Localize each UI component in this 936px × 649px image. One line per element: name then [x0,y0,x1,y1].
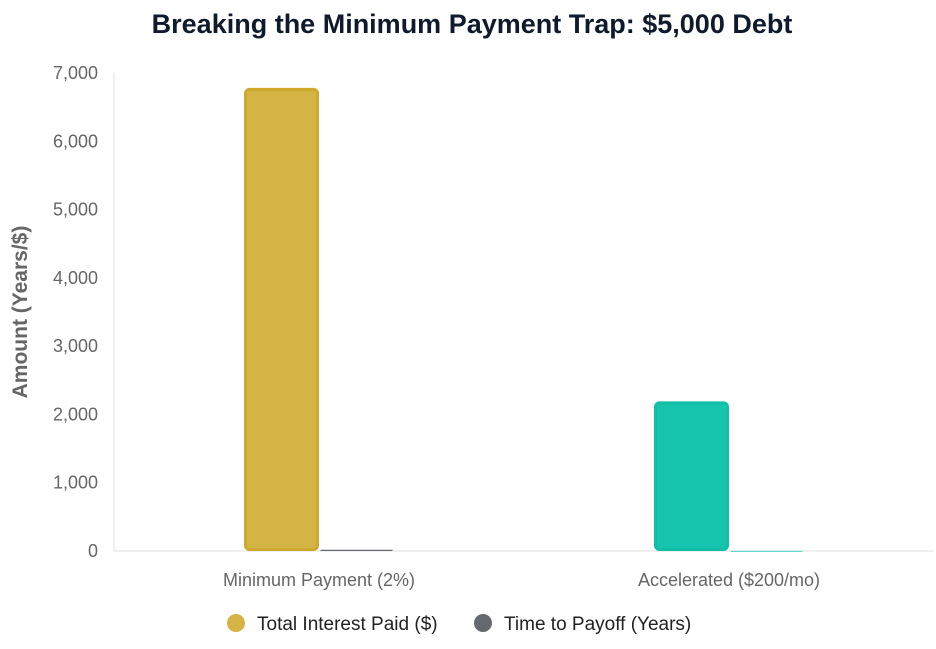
y-tick-label: 7,000 [53,63,98,83]
x-tick-label: Accelerated ($200/mo) [638,570,820,590]
y-axis-label: Amount (Years/$) [9,226,32,399]
bar-total-interest [244,87,319,551]
bar-total-interest [654,401,729,551]
legend: Total Interest Paid ($) Time to Payoff (Y… [227,614,691,635]
y-tick-label: 5,000 [53,200,98,220]
bar-time-to-payoff [730,550,803,552]
y-tick-label: 6,000 [53,131,98,151]
y-tick-label: 2,000 [53,404,98,424]
y-tick-label: 4,000 [53,268,98,288]
x-tick-label: Minimum Payment (2%) [223,570,415,590]
y-tick-label: 0 [88,541,98,561]
y-tick-label: 1,000 [53,473,98,493]
y-tick-label: 3,000 [53,336,98,356]
legend-total-interest-marker [227,614,245,632]
y-axis-ticks: 0 1,000 2,000 3,000 4,000 5,000 6,000 7,000 [53,63,98,561]
chart-title: Breaking the Minimum Payment Trap: $5,00… [152,9,793,39]
legend-time-to-payoff-marker [474,614,492,632]
bars [244,87,803,552]
x-axis-ticks: Minimum Payment (2%) Accelerated ($200/mo… [223,570,820,590]
bar-time-to-payoff [320,549,393,551]
legend-total-interest-label: Total Interest Paid ($) [257,614,438,635]
legend-time-to-payoff-label: Time to Payoff (Years) [504,614,691,635]
